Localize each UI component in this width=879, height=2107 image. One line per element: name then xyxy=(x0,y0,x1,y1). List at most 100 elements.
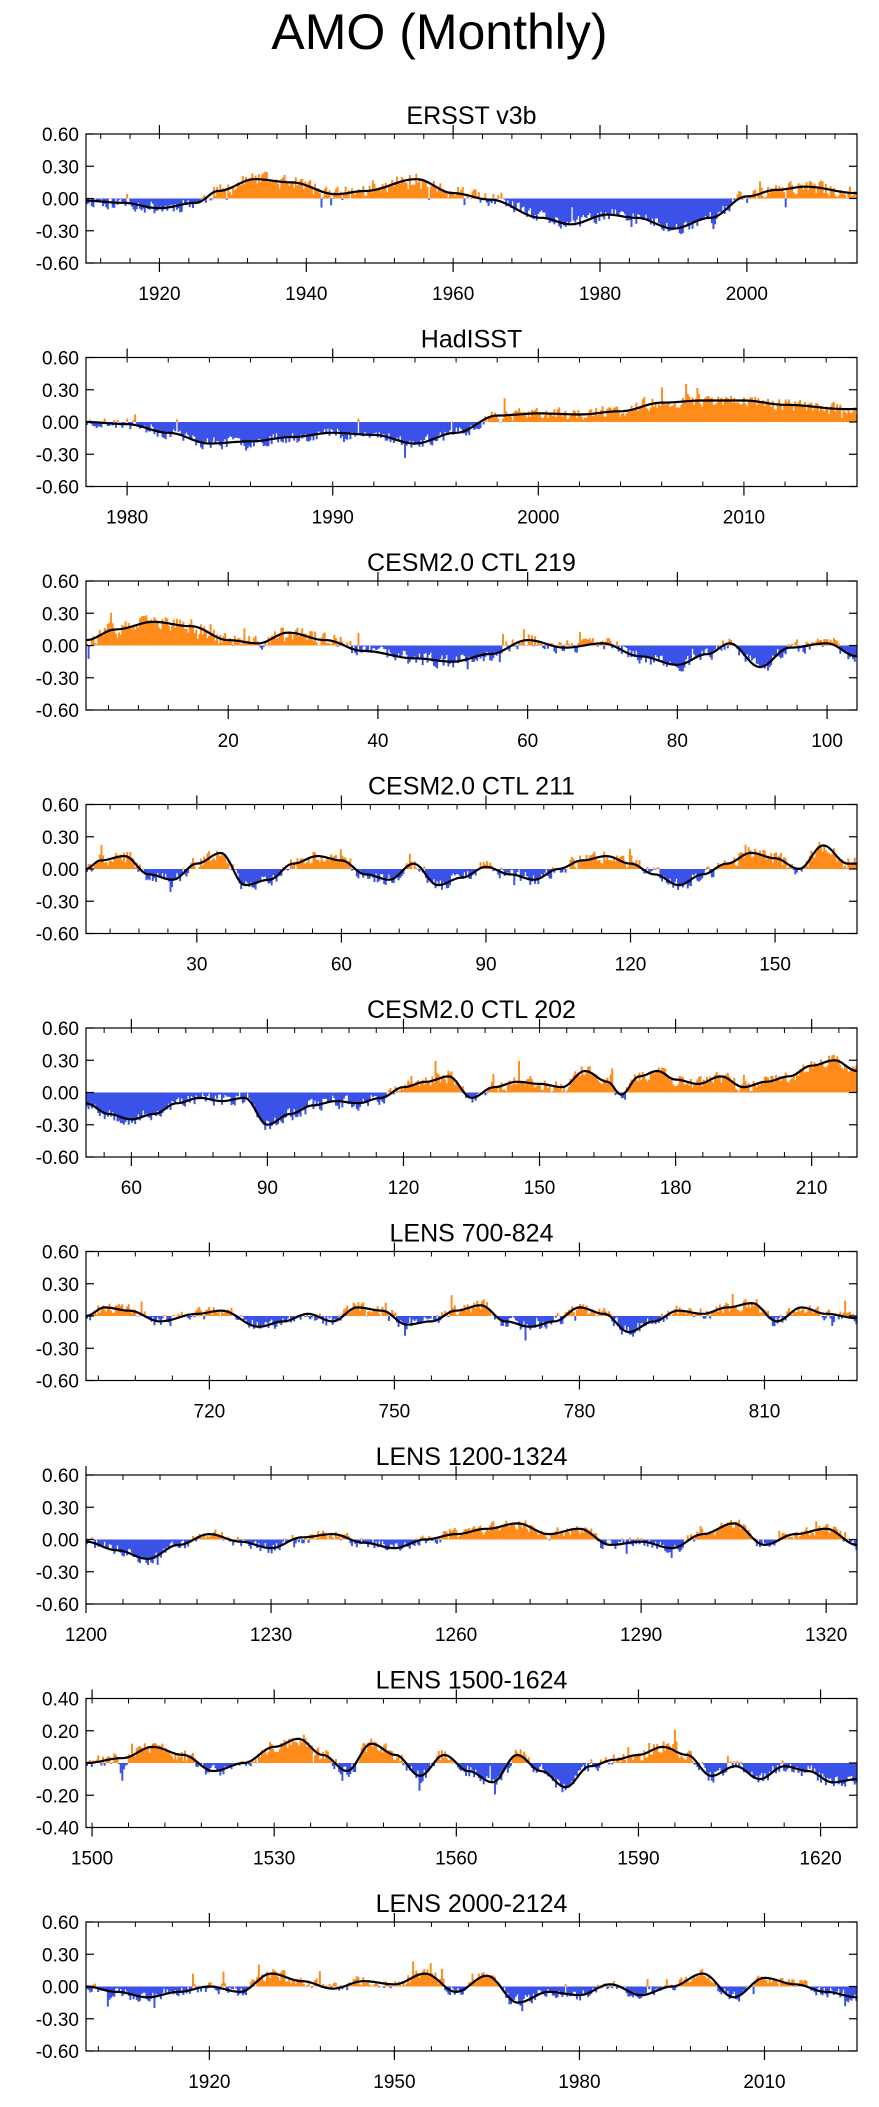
anomaly-bar xyxy=(543,1533,546,1540)
anomaly-bar xyxy=(216,634,219,646)
anomaly-bar xyxy=(298,1539,300,1543)
anomaly-bar xyxy=(803,1313,806,1316)
anomaly-bar xyxy=(360,1747,363,1763)
anomaly-bar xyxy=(532,1986,535,1994)
anomaly-bar xyxy=(471,1527,474,1540)
anomaly-bar xyxy=(812,1067,814,1093)
anomaly-bar xyxy=(816,638,819,646)
anomaly-bar xyxy=(216,422,219,441)
anomaly-bar xyxy=(535,869,538,881)
anomaly-bar xyxy=(739,404,742,422)
anomaly-bar xyxy=(259,869,262,882)
anomaly-bar xyxy=(579,1986,582,2001)
anomaly-bar xyxy=(228,1763,231,1766)
anomaly-bar xyxy=(546,1763,549,1777)
anomaly-bar xyxy=(661,1986,663,1988)
anomaly-bar xyxy=(482,862,485,869)
anomaly-bar xyxy=(288,631,291,646)
anomaly-bar xyxy=(261,1539,264,1547)
anomaly-bar xyxy=(434,187,437,199)
anomaly-bar xyxy=(783,191,786,199)
x-tick-label: 1320 xyxy=(805,1625,847,1646)
anomaly-bar xyxy=(89,1092,92,1103)
anomaly-bar xyxy=(759,181,761,199)
anomaly-bar xyxy=(847,1538,850,1540)
anomaly-bar xyxy=(100,633,103,646)
anomaly-bar xyxy=(211,198,214,200)
anomaly-bar xyxy=(142,422,145,427)
anomaly-bar xyxy=(534,1316,537,1328)
anomaly-bar xyxy=(281,1970,284,1987)
anomaly-bar xyxy=(363,422,366,433)
anomaly-bar xyxy=(391,1751,394,1763)
anomaly-bar xyxy=(180,1539,183,1542)
anomaly-bar xyxy=(132,858,135,869)
anomaly-bar xyxy=(192,1314,194,1316)
anomaly-bar xyxy=(781,1076,784,1093)
anomaly-bar xyxy=(408,1982,411,1987)
anomaly-bar xyxy=(135,1092,138,1118)
anomaly-bar xyxy=(166,618,169,646)
anomaly-bar xyxy=(807,866,810,869)
anomaly-bar xyxy=(619,1316,622,1330)
anomaly-bar xyxy=(683,1311,686,1316)
anomaly-bar xyxy=(514,410,517,422)
anomaly-bar xyxy=(797,645,800,652)
anomaly-bar xyxy=(575,1075,578,1093)
bar-series xyxy=(86,171,858,235)
anomaly-bar xyxy=(230,194,233,199)
anomaly-bar xyxy=(175,618,178,646)
anomaly-bar xyxy=(357,1092,360,1111)
anomaly-bar xyxy=(449,1759,451,1763)
anomaly-bar xyxy=(791,184,794,199)
anomaly-bar xyxy=(135,1539,138,1557)
anomaly-bar xyxy=(159,422,162,433)
anomaly-bar xyxy=(569,198,572,222)
anomaly-bar xyxy=(513,1754,516,1763)
anomaly-bar xyxy=(450,1986,453,1988)
anomaly-bar xyxy=(693,404,696,422)
anomaly-bar xyxy=(232,1986,235,1990)
anomaly-bar xyxy=(535,1316,538,1318)
anomaly-bar xyxy=(139,1746,141,1763)
anomaly-bar xyxy=(667,198,670,232)
anomaly-bar xyxy=(802,406,805,422)
anomaly-bar xyxy=(686,198,689,226)
anomaly-bar xyxy=(432,1976,435,1987)
anomaly-bar xyxy=(158,1986,161,1995)
anomaly-bar xyxy=(159,869,162,878)
anomaly-bar xyxy=(134,1092,137,1125)
anomaly-bar xyxy=(673,1986,676,1991)
anomaly-bar xyxy=(180,1092,183,1099)
anomaly-bar xyxy=(439,869,442,881)
anomaly-bar xyxy=(661,645,663,656)
anomaly-bar xyxy=(378,1986,381,1988)
anomaly-bar xyxy=(730,1519,733,1540)
anomaly-bar xyxy=(807,403,810,422)
anomaly-bar xyxy=(543,415,546,422)
anomaly-bar xyxy=(635,1754,638,1763)
anomaly-bar xyxy=(644,1757,647,1763)
anomaly-bar xyxy=(529,416,532,422)
anomaly-bar xyxy=(734,198,737,200)
anomaly-bar xyxy=(222,1539,225,1541)
anomaly-bar xyxy=(318,644,321,646)
anomaly-bar xyxy=(574,411,577,422)
anomaly-bar xyxy=(760,401,763,422)
anomaly-bar xyxy=(269,1978,272,1987)
anomaly-bar xyxy=(609,640,612,646)
anomaly-bar xyxy=(182,1539,185,1541)
smoothed-line xyxy=(85,1301,858,1334)
anomaly-bar xyxy=(143,1092,146,1115)
anomaly-bar xyxy=(360,192,363,199)
anomaly-bar xyxy=(90,1092,93,1109)
anomaly-bar xyxy=(264,1539,267,1543)
anomaly-bar xyxy=(426,1969,429,1987)
anomaly-bar xyxy=(384,422,387,441)
anomaly-bar xyxy=(375,1310,378,1316)
anomaly-bar xyxy=(365,1092,368,1103)
anomaly-bar xyxy=(675,645,678,667)
anomaly-bar xyxy=(558,1535,561,1540)
anomaly-bar xyxy=(200,1986,202,1992)
anomaly-bar xyxy=(169,1986,172,1992)
